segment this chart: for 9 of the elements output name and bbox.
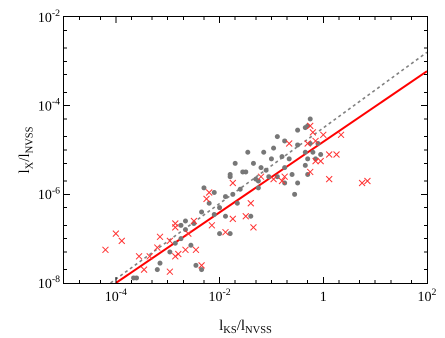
y-tick-label: 10$^{-2}$ bbox=[38, 8, 60, 26]
x-axis-title: l$_{KS}$/l$_{NVSS}$ bbox=[219, 318, 272, 336]
x-tick-label: 1 bbox=[320, 290, 327, 305]
x-tick-label: 10$^{-4}$ bbox=[104, 287, 128, 305]
y-tick-label: 10$^{-4}$ bbox=[38, 96, 60, 115]
y-tick-label: 10$^{-8}$ bbox=[38, 274, 60, 292]
y-tick-label: 10$^{-6}$ bbox=[38, 185, 60, 204]
x-tick-label: 10$^{-2}$ bbox=[208, 287, 231, 305]
x-tick-label: 10$^{2}$ bbox=[418, 287, 437, 305]
